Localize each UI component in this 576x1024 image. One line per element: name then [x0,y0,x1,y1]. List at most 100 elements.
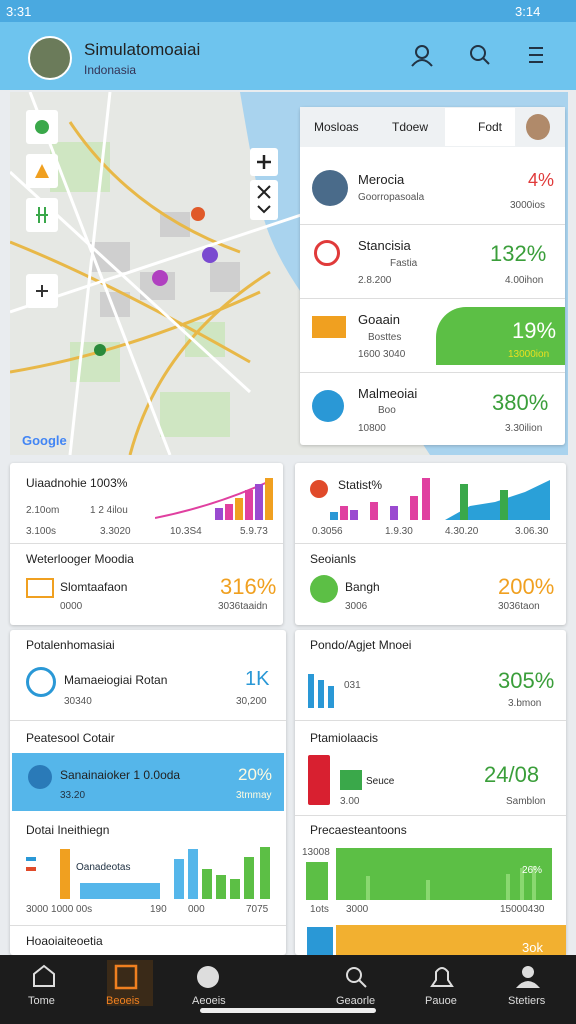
bar-chart [26,847,270,899]
chart-legend: Oanadeotas [76,862,131,873]
axis-label: 3.100s [26,526,57,537]
stat-caption: 3tmmay [236,790,272,801]
header-icons[interactable] [405,40,555,74]
nav-label[interactable]: Aeoeis [192,995,226,1007]
item-icon [312,170,348,206]
divider [10,720,286,721]
card-title: Dotai Ineithiegn [26,823,110,837]
item-name: Merocia [358,172,405,187]
map-attribution: Google [22,433,67,448]
nav-label[interactable]: Geaorle [336,995,376,1007]
axis-label: 3.06.30 [515,526,549,537]
chart-value: 26% [522,865,543,876]
stat-icon [308,674,334,708]
header-title: Simulatomoaiai [84,40,201,59]
item-sub: Fastia [390,258,418,269]
card-title: Peatesool Cotair [26,731,115,745]
item-name: Stancisia [358,238,411,253]
strip [336,925,566,955]
card-title: Precaesteantoons [310,823,407,837]
stat-icon [310,575,338,603]
axis-label: 15000430 [500,904,545,915]
card-title: Statist% [338,478,383,492]
item-caption: 4.00ihon [505,275,544,286]
card-title: Uiaadnohie 1003% [26,476,128,490]
stat-name: Bangh [345,580,380,594]
stat-caption: 3036taaidn [218,601,268,612]
tab-active [445,108,515,146]
axis-label: 000 [188,904,205,915]
axis-label: 0.3056 [312,526,343,537]
stat-meta: 0000 [60,601,83,612]
item-meta: 2.8.200 [358,275,392,286]
tab[interactable]: Fodt [478,120,503,134]
stat-icon [28,765,52,789]
item-value: 132% [490,241,547,266]
card-title: Ptamiolaacis [310,731,379,745]
divider [10,925,286,926]
nav-label[interactable]: Pauoe [425,995,457,1007]
card[interactable] [10,463,283,625]
status-right: 3:14 [515,4,541,19]
stat-value: 305% [498,668,555,693]
tab[interactable]: Mosloas [314,120,359,134]
header-subtitle: Indonasia [84,63,137,77]
item-meta: 1600 3040 [358,349,406,360]
panel-avatar[interactable] [526,114,550,140]
divider [295,543,566,544]
avatar[interactable] [28,36,72,80]
card[interactable] [295,630,566,955]
sparkline-bars [330,478,550,520]
nav-label[interactable]: Stetiers [508,995,546,1007]
stat-caption: Samblon [506,796,546,807]
axis-label: 1ots [310,904,329,915]
axis-label: 3.3020 [100,526,131,537]
item-icon [312,390,344,422]
item-value: 19% [512,318,557,343]
stat-meta: 30340 [64,696,92,707]
stat-caption: 3036taon [498,601,540,612]
stat-name: Slomtaafaon [60,580,128,594]
strip-value: 3ok [522,940,543,955]
stat-icon [340,770,362,790]
nav-label[interactable]: Beoeis [106,995,140,1007]
card-title: Potalenhomasiai [26,638,115,652]
stat-value: 200% [498,574,555,599]
axis-label: 10.3S4 [170,526,202,537]
stat-meta: 33.20 [60,790,86,801]
stat-caption: 30,200 [236,696,267,707]
stat-name: Mamaeiogiai Rotan [64,673,168,687]
axis-label: 1.9.30 [385,526,413,537]
stat-icon [26,578,54,598]
nav-label[interactable]: Tome [28,995,55,1007]
axis-label: 5.9.73 [240,526,268,537]
nav-icons [33,964,540,990]
axis-label: 190 [150,904,167,915]
card-text: 1 2 4ilou [90,505,128,516]
card[interactable] [295,463,566,625]
stat-value: 24/08 [484,762,540,787]
tab[interactable]: Tdoew [392,120,429,134]
card-title: Hoaoiaiteoetia [26,934,103,948]
highlight-row[interactable] [12,753,284,811]
divider [300,372,565,373]
axis-label: 3000 1000 00s [26,904,93,915]
stat-caption: 3.bmon [508,698,542,709]
stat-value: 20% [238,765,273,784]
item-icon [312,316,346,338]
stat-meta: 3.00 [340,796,360,807]
stat-meta: 3006 [345,601,368,612]
home-indicator [200,1008,376,1013]
item-value: 4% [528,170,555,190]
card-title: Pondo/Agjet Mnoei [310,638,412,652]
item-name: Goaain [358,312,400,327]
status-time: 3:31 [6,4,32,19]
divider [295,815,566,816]
stat-name: Sanainaioker 1 0.0oda [60,768,181,782]
divider [300,298,565,299]
divider [10,543,283,544]
strip-icon [307,927,333,955]
stat-icon [308,755,330,805]
divider [295,720,566,721]
